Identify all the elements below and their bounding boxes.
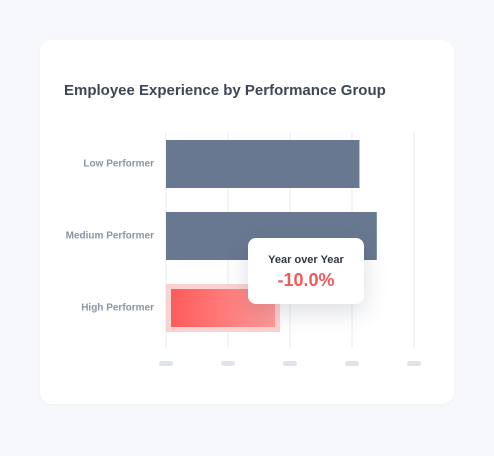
x-tick-placeholder [345, 361, 359, 366]
tooltip-title: Year over Year [268, 254, 344, 266]
category-label: Medium Performer [65, 230, 154, 242]
chart-title: Employee Experience by Performance Group [64, 82, 386, 99]
x-tick-placeholder [221, 361, 235, 366]
yoy-tooltip: Year over Year -10.0% [248, 238, 364, 304]
tooltip-value: -10.0% [277, 270, 335, 290]
x-tick-placeholder [283, 361, 297, 366]
x-tick-placeholder [159, 361, 173, 366]
category-label: Low Performer [83, 158, 154, 170]
x-tick-placeholder [407, 361, 421, 366]
category-label: High Performer [81, 302, 154, 314]
bar-chart [159, 132, 421, 366]
chart-card: Employee Experience by Performance Group… [40, 40, 454, 404]
x-axis-ticks [159, 361, 421, 366]
bar-low-performer[interactable] [166, 140, 360, 188]
